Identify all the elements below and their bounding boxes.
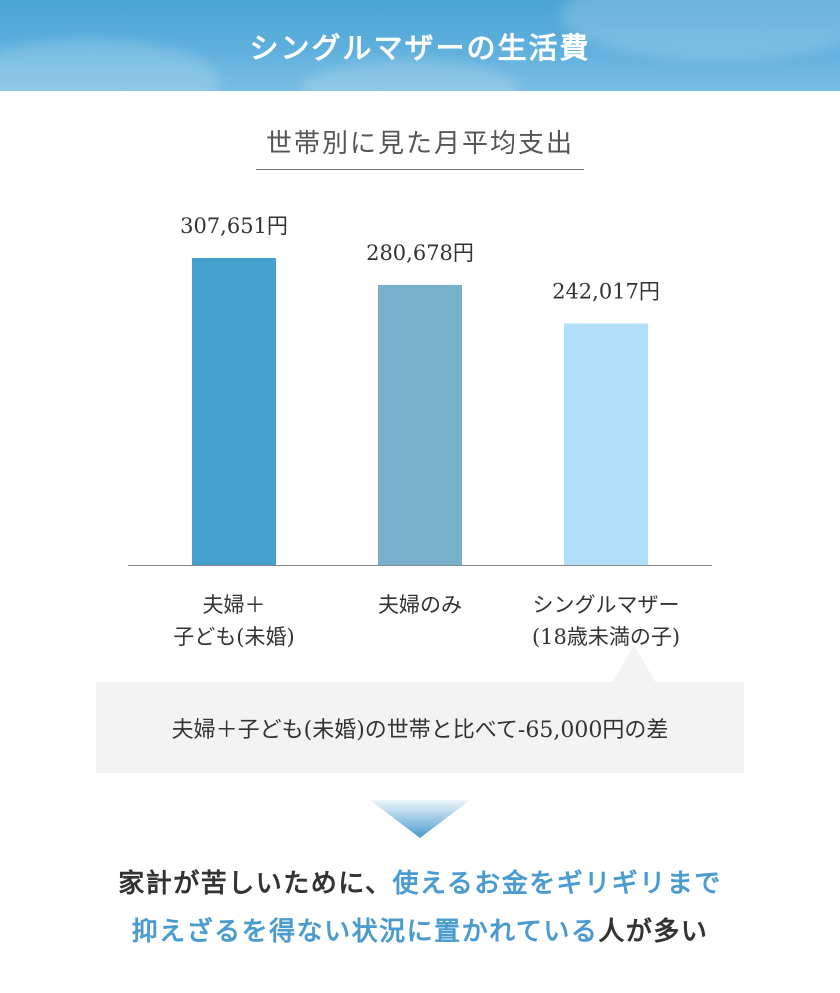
page-title: シングルマザーの生活費 [249,30,591,65]
difference-note: 夫婦＋子ども(未婚)の世帯と比べて-65,000円の差 [96,682,744,773]
bar-value-label-3: 242,017円 [552,279,660,303]
header-banner: シングルマザーの生活費 [0,0,840,91]
bar-3 [564,323,648,565]
arrow-down-icon [370,800,470,838]
category-label-3-line-2: (18歳未満の子) [532,625,680,649]
difference-note-text: 夫婦＋子ども(未婚)の世帯と比べて-65,000円の差 [171,717,669,743]
conclusion-text-1a: 家計が苦しいために、 [118,869,393,899]
note-pointer [612,645,656,683]
conclusion-highlight-1: 使えるお金をギリギリまで [392,869,722,899]
conclusion-highlight-2: 抑えざるを得ない状況に置かれている [131,917,599,947]
conclusion-text-2b: 人が多い [598,917,709,947]
bar-1 [192,258,276,565]
category-label-1-line-1: 夫婦＋ [203,593,266,617]
bar-value-label-1: 307,651円 [180,214,288,238]
conclusion: 家計が苦しいために、使えるお金をギリギリまで 抑えざるを得ない状況に置かれている… [0,860,840,956]
category-label-3-line-1: シングルマザー [533,593,680,617]
bar-2 [378,284,462,565]
category-label-2-line-1: 夫婦のみ [378,593,462,617]
category-label-1-line-2: 子ども(未婚) [173,625,294,649]
chart-title: 世帯別に見た月平均支出 [256,122,584,170]
conclusion-line-1: 家計が苦しいために、使えるお金をギリギリまで [0,860,840,908]
bar-value-label-2: 280,678円 [366,241,474,265]
conclusion-line-2: 抑えざるを得ない状況に置かれている人が多い [0,908,840,956]
